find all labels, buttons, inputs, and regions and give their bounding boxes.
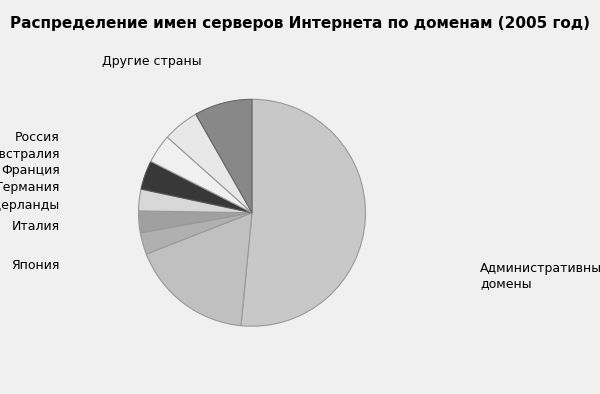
Wedge shape	[241, 99, 365, 326]
Text: Япония: Япония	[11, 259, 60, 272]
Text: Другие страны: Другие страны	[102, 55, 202, 67]
Text: Германия: Германия	[0, 181, 60, 194]
Wedge shape	[146, 213, 252, 326]
Wedge shape	[141, 162, 252, 213]
Wedge shape	[139, 189, 252, 213]
Text: Франция: Франция	[1, 165, 60, 177]
Wedge shape	[151, 137, 252, 213]
Text: Италия: Италия	[12, 220, 60, 233]
Text: Австралия: Австралия	[0, 148, 60, 161]
Wedge shape	[167, 114, 252, 213]
Text: Нидерланды: Нидерланды	[0, 199, 60, 212]
Text: Административные
домены: Административные домены	[480, 262, 600, 290]
Wedge shape	[196, 99, 252, 213]
Wedge shape	[139, 211, 252, 233]
Text: Россия: Россия	[15, 132, 60, 144]
Text: Распределение имен серверов Интернета по доменам (2005 год): Распределение имен серверов Интернета по…	[10, 16, 590, 31]
Wedge shape	[140, 213, 252, 254]
